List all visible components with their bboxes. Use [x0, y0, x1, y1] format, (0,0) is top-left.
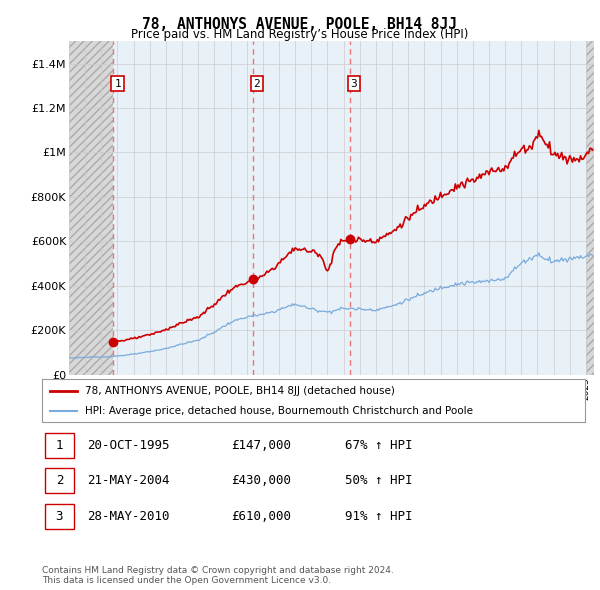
Text: 3: 3: [56, 510, 63, 523]
Text: Price paid vs. HM Land Registry’s House Price Index (HPI): Price paid vs. HM Land Registry’s House …: [131, 28, 469, 41]
Text: 1: 1: [114, 78, 121, 88]
Text: £610,000: £610,000: [231, 510, 291, 523]
Text: 78, ANTHONYS AVENUE, POOLE, BH14 8JJ: 78, ANTHONYS AVENUE, POOLE, BH14 8JJ: [143, 17, 458, 31]
Text: 78, ANTHONYS AVENUE, POOLE, BH14 8JJ (detached house): 78, ANTHONYS AVENUE, POOLE, BH14 8JJ (de…: [85, 386, 395, 396]
Text: 50% ↑ HPI: 50% ↑ HPI: [345, 474, 413, 487]
Text: 20-OCT-1995: 20-OCT-1995: [87, 439, 170, 452]
Bar: [586, 41, 594, 375]
Text: 28-MAY-2010: 28-MAY-2010: [87, 510, 170, 523]
Text: 3: 3: [350, 78, 357, 88]
Text: £430,000: £430,000: [231, 474, 291, 487]
Text: Contains HM Land Registry data © Crown copyright and database right 2024.
This d: Contains HM Land Registry data © Crown c…: [42, 566, 394, 585]
Text: 67% ↑ HPI: 67% ↑ HPI: [345, 439, 413, 452]
Text: 21-MAY-2004: 21-MAY-2004: [87, 474, 170, 487]
Text: 1: 1: [56, 439, 63, 452]
Text: 2: 2: [253, 78, 260, 88]
Text: HPI: Average price, detached house, Bournemouth Christchurch and Poole: HPI: Average price, detached house, Bour…: [85, 407, 473, 416]
Bar: [69, 41, 113, 375]
Text: £147,000: £147,000: [231, 439, 291, 452]
Text: 2: 2: [56, 474, 63, 487]
Text: 91% ↑ HPI: 91% ↑ HPI: [345, 510, 413, 523]
